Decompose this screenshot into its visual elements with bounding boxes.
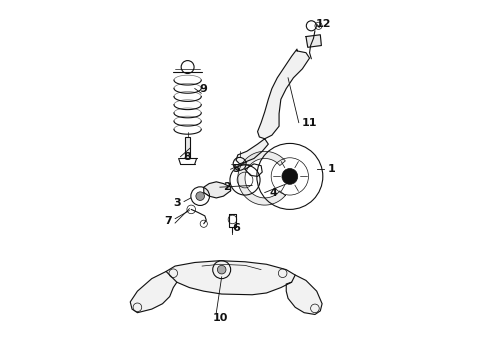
Polygon shape <box>204 182 231 198</box>
Text: 7: 7 <box>164 216 172 226</box>
Circle shape <box>282 168 298 184</box>
Polygon shape <box>166 261 295 295</box>
Circle shape <box>196 192 204 201</box>
Text: 5: 5 <box>232 164 240 174</box>
Polygon shape <box>286 275 322 315</box>
Circle shape <box>218 265 226 274</box>
Polygon shape <box>258 49 310 139</box>
Polygon shape <box>236 139 269 164</box>
Bar <box>185 137 191 158</box>
Text: 1: 1 <box>327 164 335 174</box>
Polygon shape <box>306 35 321 47</box>
Text: 11: 11 <box>302 118 318 128</box>
Text: 3: 3 <box>173 198 181 208</box>
Text: 9: 9 <box>200 84 208 94</box>
Text: 4: 4 <box>270 188 278 198</box>
Text: 6: 6 <box>232 224 240 233</box>
Text: 2: 2 <box>223 182 231 192</box>
Text: 8: 8 <box>184 152 192 162</box>
Polygon shape <box>238 151 285 205</box>
Text: 12: 12 <box>316 19 332 29</box>
Text: 10: 10 <box>212 313 227 323</box>
Polygon shape <box>130 271 177 313</box>
